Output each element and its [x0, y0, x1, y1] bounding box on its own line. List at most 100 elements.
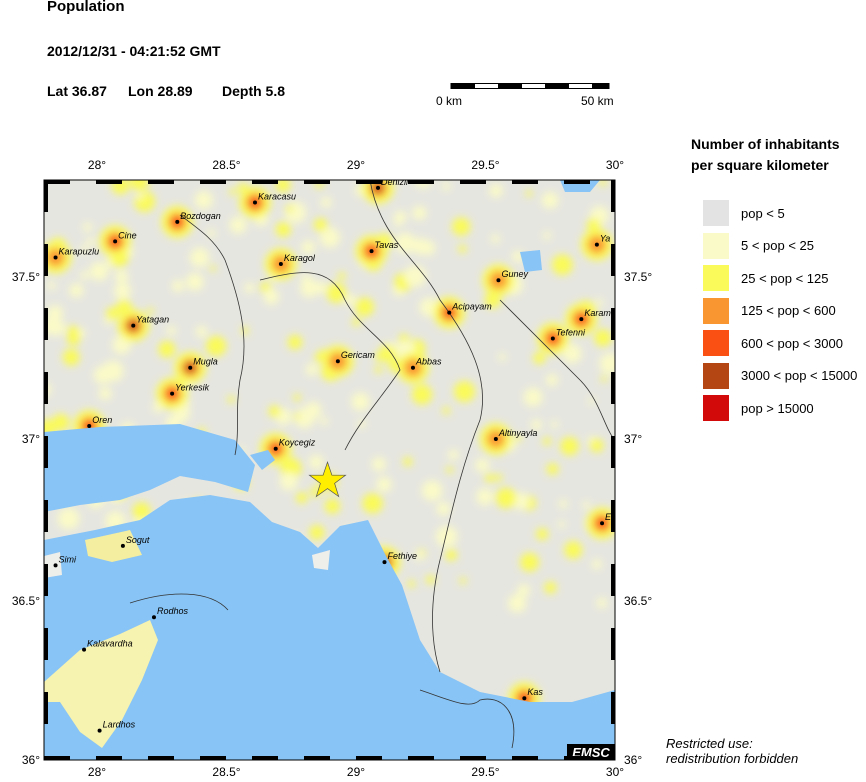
density-cell	[414, 551, 425, 561]
city-dot	[447, 310, 452, 315]
density-cell	[421, 480, 443, 501]
density-cell	[541, 191, 559, 209]
legend-label: 3000 < pop < 15000	[741, 368, 858, 383]
density-cell	[83, 222, 92, 232]
density-cell	[543, 231, 551, 240]
city-dot	[273, 446, 278, 451]
lat-tick-right: 36.5°	[624, 594, 652, 608]
density-cell	[171, 279, 184, 292]
density-cell	[106, 307, 119, 321]
density-cell	[304, 401, 322, 419]
density-cell	[560, 436, 579, 456]
city-dot	[579, 317, 584, 322]
density-cell	[588, 397, 596, 405]
density-cell	[498, 353, 506, 361]
city-dot	[369, 249, 374, 254]
city-dot	[493, 437, 498, 441]
legend-swatch	[703, 232, 729, 259]
density-cell	[244, 282, 255, 293]
density-cell	[86, 237, 95, 247]
lon-tick-bottom: 28.5°	[212, 765, 240, 779]
legend-title-line2: per square kilometer	[691, 157, 829, 173]
density-cell	[89, 261, 109, 281]
legend-label: 25 < pop < 125	[741, 270, 829, 286]
legend-swatch	[703, 265, 729, 291]
density-cell	[275, 180, 291, 193]
density-cell	[436, 502, 451, 516]
legend-title: Number of inhabitants per square kilomet…	[691, 134, 840, 176]
legend-label: 600 < pop < 3000	[741, 335, 843, 351]
density-cell	[411, 237, 429, 255]
density-cell	[111, 180, 130, 195]
star-icon[interactable]	[308, 461, 347, 498]
city-label: Sogut	[126, 535, 150, 545]
city-dot	[550, 336, 555, 341]
legend-item: 125 < pop < 600	[703, 297, 836, 324]
lon-tick-top: 28°	[88, 158, 106, 172]
density-cell	[287, 334, 303, 350]
city-dot	[53, 563, 58, 568]
density-cell	[445, 549, 458, 561]
density-cell	[376, 476, 392, 493]
city-label: Elma	[605, 512, 626, 522]
city-dot	[151, 615, 156, 620]
city-label: Simi	[59, 554, 77, 564]
density-cell	[446, 466, 454, 474]
density-cell	[301, 274, 311, 284]
density-cell	[562, 343, 582, 364]
city-dot	[82, 647, 87, 652]
density-cell	[293, 394, 301, 402]
city-dot	[120, 543, 125, 548]
density-cell	[67, 325, 79, 338]
epicenter-star-icon[interactable]	[308, 461, 347, 498]
density-cell	[324, 498, 341, 514]
axis-tick-labels: 28° 28° 28.5° 28.5° 29° 29° 29.5° 29.5° 30° 30° 37…	[12, 158, 653, 779]
density-cell	[352, 317, 361, 327]
city-label: Kas	[527, 687, 543, 697]
density-cell	[285, 205, 294, 213]
city-markers: Denizli Karacasu Bozdogan Cine Karapuzlu Tava…	[53, 180, 626, 733]
city-dot	[335, 359, 340, 364]
density-cell	[596, 597, 608, 609]
density-cell	[227, 395, 235, 404]
density-cell	[388, 341, 397, 349]
city-label: Oren	[92, 415, 112, 425]
density-cell	[263, 288, 280, 305]
city-label: Acipayam	[451, 302, 492, 312]
density-cell	[557, 520, 566, 528]
city-dot	[410, 365, 415, 370]
density-cell	[229, 216, 247, 234]
city-label: Abbas	[415, 357, 442, 367]
city-label: Yatagan	[136, 315, 169, 325]
density-cell	[80, 245, 89, 254]
city-label: Guney	[501, 269, 528, 279]
city-dot	[87, 424, 92, 429]
density-cell	[196, 326, 208, 338]
lat-tick-right: 37.5°	[624, 270, 652, 284]
city-label: Karamar	[584, 308, 620, 318]
lat-tick-left: 37.5°	[12, 270, 40, 284]
density-cell	[451, 217, 471, 236]
legend-title-line1: Number of inhabitants	[691, 136, 840, 152]
city-label: Tavas	[375, 240, 399, 250]
legend-swatch	[703, 362, 729, 389]
islands	[44, 530, 330, 748]
legend-item: 5 < pop < 25	[703, 232, 814, 259]
density-cell	[489, 183, 503, 198]
legend-swatch	[703, 200, 729, 226]
province-borders	[129, 180, 615, 749]
city-label: Fethiye	[387, 551, 417, 561]
density-cell	[544, 581, 557, 594]
scale-end: 50 km	[581, 94, 614, 108]
density-cell	[533, 352, 546, 365]
density-cell	[594, 329, 612, 347]
legend-item: pop < 5	[703, 200, 785, 226]
density-cell	[313, 218, 328, 232]
density-cell	[589, 438, 604, 453]
lon-tick-top: 29.5°	[471, 158, 499, 172]
density-cell	[189, 247, 210, 268]
city-label: Karapuzlu	[59, 247, 100, 257]
density-cell	[546, 374, 558, 386]
event-datetime: 2012/12/31 - 04:21:52 GMT	[47, 43, 221, 59]
